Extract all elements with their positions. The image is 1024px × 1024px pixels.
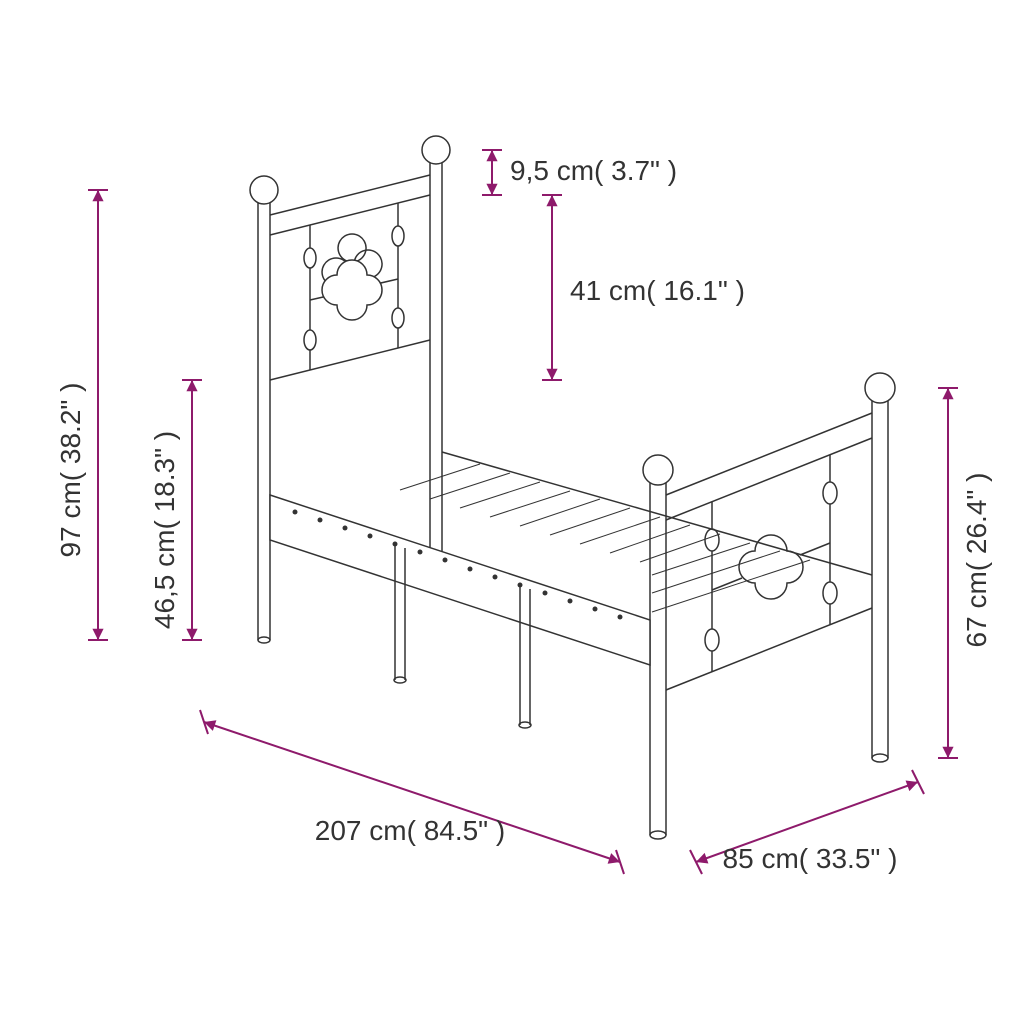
dim-total-height: 97 cm( 38.2" )	[55, 383, 86, 558]
dim-length: 207 cm( 84.5" )	[315, 815, 505, 846]
dim-headboard-h: 41 cm( 16.1" )	[570, 275, 745, 306]
dim-width: 85 cm( 33.5" )	[723, 843, 898, 874]
dim-ball-drop: 9,5 cm( 3.7" )	[510, 155, 677, 186]
dim-mid-height: 46,5 cm( 18.3" )	[149, 431, 180, 629]
dim-footboard-h: 67 cm( 26.4" )	[961, 473, 992, 648]
